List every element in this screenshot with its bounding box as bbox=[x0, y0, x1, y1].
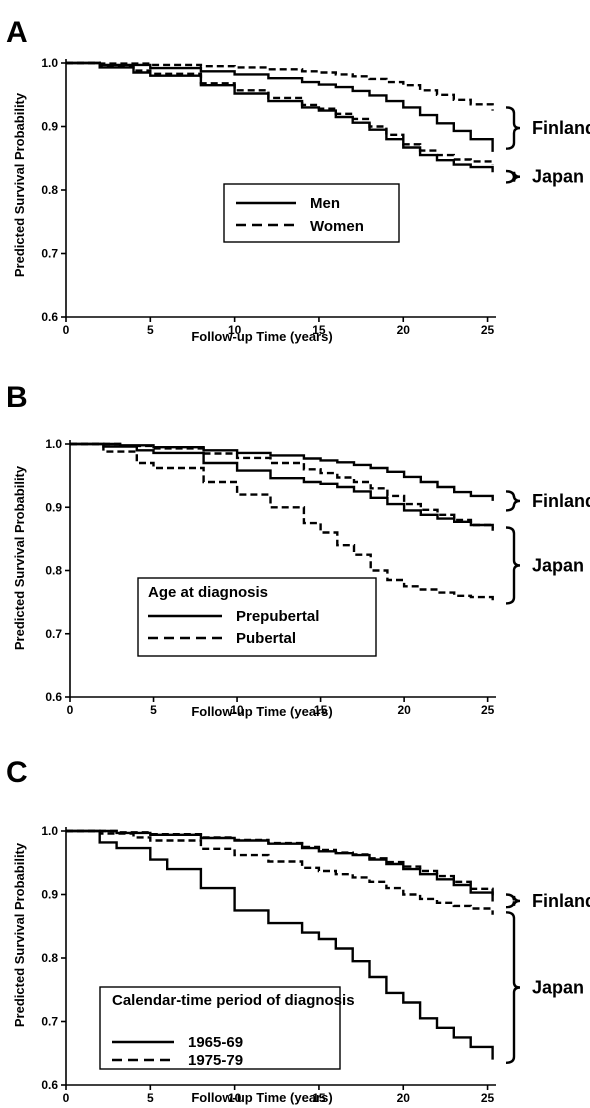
x-tick-label: 10 bbox=[228, 323, 242, 337]
series-line-dashed bbox=[66, 829, 494, 915]
x-tick-label: 5 bbox=[147, 1091, 154, 1105]
x-tick-label: 10 bbox=[228, 1091, 242, 1105]
group-brace bbox=[505, 893, 521, 909]
x-tick-label: 10 bbox=[230, 703, 244, 717]
series-line-dashed bbox=[70, 442, 494, 531]
panel-letter: C bbox=[6, 756, 28, 789]
group-brace bbox=[505, 490, 521, 512]
legend-label-women: Women bbox=[310, 218, 364, 235]
legend-label-1965-69: 1965-69 bbox=[188, 1034, 243, 1051]
panel-c: C Predicted Survival Probability Follow-… bbox=[6, 756, 590, 1105]
x-tick-label: 5 bbox=[147, 323, 154, 337]
y-tick-label: 0.6 bbox=[41, 1078, 58, 1092]
y-tick-label: 0.8 bbox=[41, 951, 58, 965]
x-tick-label: 25 bbox=[481, 1091, 495, 1105]
legend-box bbox=[99, 986, 341, 1070]
y-tick-label: 0.9 bbox=[45, 500, 62, 514]
x-tick-label: 0 bbox=[67, 703, 74, 717]
y-tick-label: 1.0 bbox=[45, 437, 62, 451]
series-line-solid bbox=[66, 829, 494, 1060]
y-tick-label: 0.8 bbox=[45, 564, 62, 578]
y-tick-label: 0.6 bbox=[41, 310, 58, 324]
x-axis-label: Follow-up Time (years) bbox=[191, 329, 332, 344]
x-tick-label: 15 bbox=[314, 703, 328, 717]
group-brace bbox=[505, 526, 521, 605]
x-tick-label: 15 bbox=[312, 1091, 326, 1105]
group-label: Japan bbox=[532, 978, 584, 998]
panel-a: A Predicted Survival Probability Follow-… bbox=[6, 16, 590, 344]
legend-box bbox=[223, 183, 400, 243]
x-tick-label: 0 bbox=[63, 323, 70, 337]
series-line-solid bbox=[66, 61, 494, 152]
group-label: Finland bbox=[532, 118, 590, 138]
y-tick-label: 0.7 bbox=[41, 1015, 58, 1029]
y-tick-label: 0.6 bbox=[45, 690, 62, 704]
group-brace bbox=[505, 911, 521, 1064]
x-axis-label: Follow-up Time (years) bbox=[191, 1090, 332, 1105]
group-brace bbox=[505, 106, 521, 150]
x-tick-label: 25 bbox=[481, 323, 495, 337]
legend-label-men: Men bbox=[310, 195, 340, 212]
legend-title: Calendar-time period of diagnosis bbox=[112, 992, 355, 1009]
y-tick-label: 0.9 bbox=[41, 888, 58, 902]
x-tick-label: 15 bbox=[312, 323, 326, 337]
group-brace bbox=[505, 169, 521, 184]
panel-b: B Predicted Survival Probability Follow-… bbox=[6, 381, 590, 719]
y-tick-label: 0.7 bbox=[45, 627, 62, 641]
series-line-dashed bbox=[66, 829, 494, 899]
y-axis-label: Predicted Survival Probability bbox=[12, 92, 27, 277]
legend-label-pubertal: Pubertal bbox=[236, 630, 296, 647]
legend-label-1975-79: 1975-79 bbox=[188, 1052, 243, 1069]
x-tick-label: 5 bbox=[150, 703, 157, 717]
group-label: Japan bbox=[532, 555, 584, 575]
x-axis-label: Follow-up Time (years) bbox=[191, 704, 332, 719]
series-line-solid bbox=[66, 829, 494, 902]
x-tick-label: 20 bbox=[397, 1091, 411, 1105]
x-tick-label: 0 bbox=[63, 1091, 70, 1105]
y-tick-label: 1.0 bbox=[41, 56, 58, 70]
legend: Calendar-time period of diagnosis 1965-6… bbox=[99, 986, 355, 1070]
group-label: Japan bbox=[532, 167, 584, 187]
series-line-solid bbox=[66, 61, 494, 173]
y-tick-label: 0.7 bbox=[41, 247, 58, 261]
series-line-dashed bbox=[66, 61, 494, 111]
y-axis-label: Predicted Survival Probability bbox=[12, 842, 27, 1027]
series-line-dashed bbox=[70, 442, 494, 603]
series-line-solid bbox=[70, 442, 494, 529]
group-label: Finland bbox=[532, 491, 590, 511]
group-label: Finland bbox=[532, 891, 590, 911]
panel-letter: A bbox=[6, 16, 28, 49]
y-axis-label: Predicted Survival Probability bbox=[12, 465, 27, 650]
panel-letter: B bbox=[6, 381, 28, 414]
y-tick-label: 0.9 bbox=[41, 120, 58, 134]
y-tick-label: 0.8 bbox=[41, 183, 58, 197]
legend-title: Age at diagnosis bbox=[148, 584, 268, 601]
series-line-dashed bbox=[66, 61, 494, 165]
x-tick-label: 20 bbox=[397, 703, 411, 717]
y-tick-label: 1.0 bbox=[41, 824, 58, 838]
legend: Age at diagnosis Prepubertal Pubertal bbox=[137, 577, 377, 657]
legend: Men Women bbox=[223, 183, 400, 243]
legend-label-prepubertal: Prepubertal bbox=[236, 608, 319, 625]
x-tick-label: 20 bbox=[397, 323, 411, 337]
x-tick-label: 25 bbox=[481, 703, 495, 717]
